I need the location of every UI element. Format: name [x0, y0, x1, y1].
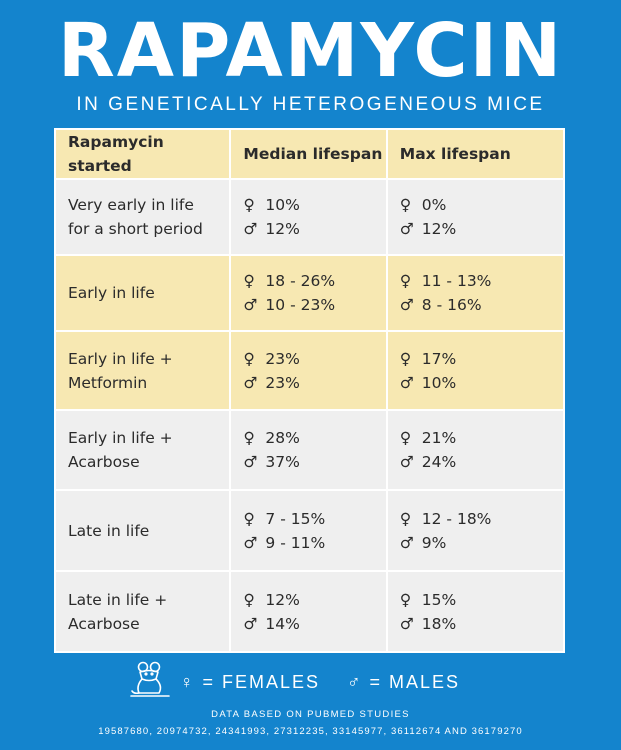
condition-line: Acarbose: [68, 453, 140, 471]
max-male-value: 9%: [421, 533, 447, 552]
median-lifespan-cell: ♀ 10% ♂ 12%: [229, 178, 388, 256]
header-rapamycin-started: Rapamycin started: [53, 128, 232, 180]
condition-line: Early in life +: [68, 349, 173, 368]
max-female-value: 0%: [421, 196, 447, 214]
condition-cell: Early in life + Acarbose: [53, 409, 232, 491]
max-male-value: 8 - 16%: [421, 296, 482, 314]
female-symbol: ♀: [399, 349, 412, 368]
female-symbol: ♀: [243, 509, 255, 528]
max-male-value: 18%: [421, 614, 457, 633]
female-symbol: ♀: [399, 272, 412, 290]
male-symbol: ♂: [399, 373, 414, 392]
table-row: Early in life + Metformin ♀ 23% ♂ 23% ♀ 17%…: [53, 330, 566, 411]
median-male-value: 9 - 11%: [265, 533, 326, 552]
header-max-lifespan: Max lifespan: [385, 128, 566, 180]
median-female-value: 12%: [265, 590, 300, 609]
median-lifespan-cell: ♀ 12% ♂ 14%: [229, 570, 388, 653]
max-lifespan-cell: ♀ 21% ♂ 24%: [385, 409, 566, 491]
median-male-value: 23%: [265, 373, 300, 392]
median-male-value: 37%: [265, 453, 300, 471]
max-lifespan-cell: ♀ 17% ♂ 10%: [385, 330, 566, 411]
male-symbol: ♂: [243, 453, 258, 471]
footer-pubmed-ids: 19587680, 20974732, 24341993, 27312235, …: [98, 726, 523, 737]
female-symbol: ♀: [243, 349, 255, 368]
median-lifespan-cell: ♀ 18 - 26% ♂ 10 - 23%: [229, 254, 388, 332]
median-female-value: 7 - 15%: [265, 509, 326, 528]
condition-line: for a short period: [68, 220, 203, 238]
median-female-value: 10%: [265, 196, 300, 214]
female-symbol: ♀: [399, 196, 412, 214]
condition-line: Acarbose: [68, 614, 140, 633]
male-symbol: ♂: [243, 533, 258, 552]
max-lifespan-cell: ♀ 12 - 18% ♂ 9%: [385, 489, 566, 572]
median-lifespan-cell: ♀ 28% ♂ 37%: [229, 409, 388, 491]
legend: ♀ = FEMALES ♂ = MALES: [0, 660, 621, 704]
median-female-value: 28%: [265, 429, 300, 447]
median-lifespan-cell: ♀ 23% ♂ 23%: [229, 330, 388, 411]
condition-line: Early in life: [68, 284, 155, 302]
median-lifespan-cell: ♀ 7 - 15% ♂ 9 - 11%: [229, 489, 388, 572]
median-male-value: 10 - 23%: [265, 296, 336, 314]
male-symbol: ♂: [243, 614, 258, 633]
male-symbol: ♂: [243, 220, 258, 238]
condition-line: Late in life: [68, 521, 150, 540]
condition-line: Metformin: [68, 373, 148, 392]
table-row: Early in life ♀ 18 - 26% ♂ 10 - 23% ♀ 11 - …: [53, 254, 566, 332]
footer-source-label: DATA BASED ON PUBMED STUDIES: [211, 709, 410, 720]
median-male-value: 14%: [265, 614, 300, 633]
max-male-value: 12%: [421, 220, 457, 238]
max-female-value: 12 - 18%: [421, 509, 492, 528]
max-lifespan-cell: ♀ 15% ♂ 18%: [385, 570, 566, 653]
male-symbol: ♂: [399, 614, 414, 633]
median-female-value: 23%: [265, 349, 300, 368]
condition-line: Early in life +: [68, 429, 173, 447]
header-median-lifespan: Median lifespan: [229, 128, 388, 180]
female-symbol: ♀: [399, 429, 412, 447]
page-title: RAPAMYCIN: [57, 8, 564, 94]
max-female-value: 11 - 13%: [421, 272, 492, 290]
mouse-icon: [130, 661, 170, 697]
max-lifespan-cell: ♀ 0% ♂ 12%: [385, 178, 566, 256]
condition-line: Very early in life: [68, 196, 194, 214]
table-row: Late in life ♀ 7 - 15% ♂ 9 - 11% ♀ 12 - 18%…: [53, 489, 566, 572]
max-male-value: 10%: [421, 373, 457, 392]
condition-cell: Early in life: [53, 254, 232, 332]
condition-cell: Early in life + Metformin: [53, 330, 232, 411]
female-symbol: ♀: [243, 272, 255, 290]
legend-males: ♂ = MALES: [347, 672, 461, 692]
table-row: Very early in life for a short period ♀ 1…: [53, 178, 566, 256]
median-male-value: 12%: [265, 220, 300, 238]
table-row: Early in life + Acarbose ♀ 28% ♂ 37% ♀ 21% …: [53, 409, 566, 491]
table-header-row: Rapamycin started Median lifespan Max li…: [53, 128, 566, 180]
max-male-value: 24%: [421, 453, 457, 471]
legend-females: ♀ = FEMALES: [180, 672, 321, 692]
female-symbol: ♀: [243, 429, 255, 447]
max-lifespan-cell: ♀ 11 - 13% ♂ 8 - 16%: [385, 254, 566, 332]
female-symbol: ♀: [399, 509, 412, 528]
female-symbol: ♀: [243, 196, 255, 214]
median-female-value: 18 - 26%: [265, 272, 336, 290]
female-symbol: ♀: [399, 590, 412, 609]
male-symbol: ♂: [243, 296, 258, 314]
condition-line: Late in life +: [68, 590, 168, 609]
page-subtitle: IN GENETICALLY HETEROGENEOUS MICE: [76, 94, 545, 115]
male-symbol: ♂: [399, 453, 414, 471]
max-female-value: 21%: [421, 429, 457, 447]
male-symbol: ♂: [399, 220, 414, 238]
female-symbol: ♀: [243, 590, 255, 609]
max-female-value: 15%: [421, 590, 457, 609]
max-female-value: 17%: [421, 349, 457, 368]
condition-cell: Late in life: [53, 489, 232, 572]
male-symbol: ♂: [243, 373, 258, 392]
male-symbol: ♂: [399, 296, 414, 314]
condition-cell: Very early in life for a short period: [53, 178, 232, 256]
condition-cell: Late in life + Acarbose: [53, 570, 232, 653]
table-row: Late in life + Acarbose ♀ 12% ♂ 14% ♀ 15% ♂…: [53, 570, 566, 653]
lifespan-table: Rapamycin started Median lifespan Max li…: [53, 128, 566, 653]
male-symbol: ♂: [399, 533, 414, 552]
